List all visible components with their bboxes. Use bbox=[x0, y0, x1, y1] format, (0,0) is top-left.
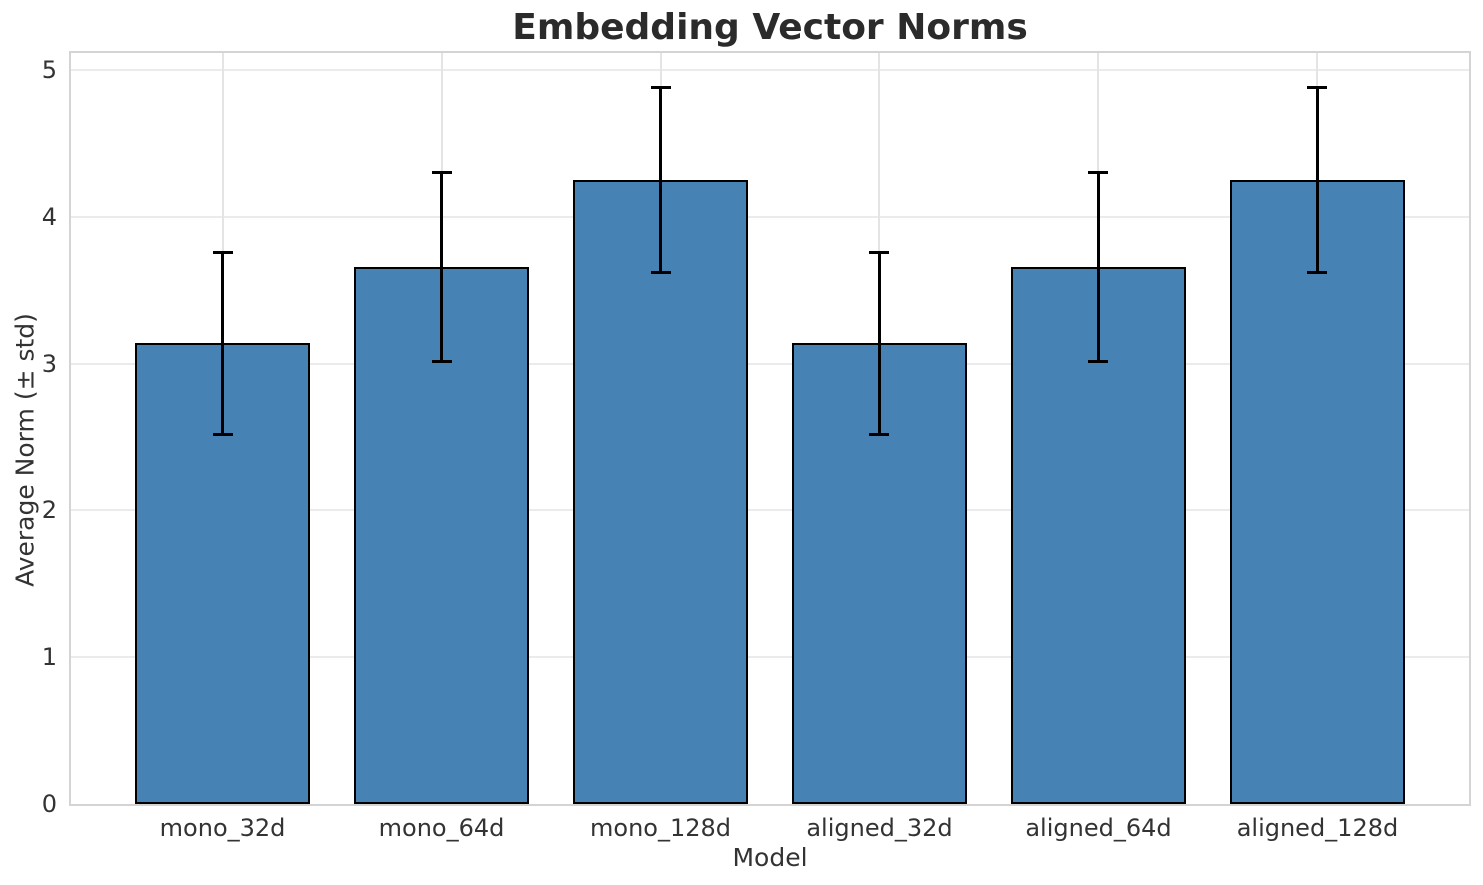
gridline-horizontal bbox=[71, 509, 1469, 512]
gridline-horizontal bbox=[71, 362, 1469, 365]
x-tick-label-mono_128d: mono_128d bbox=[590, 814, 731, 842]
error-bar-cap-bottom bbox=[1088, 359, 1109, 363]
error-bar-line bbox=[659, 87, 662, 273]
error-bar-cap-bottom bbox=[869, 432, 890, 436]
x-tick-label-aligned_128d: aligned_128d bbox=[1236, 814, 1399, 842]
bar-aligned_128d bbox=[1229, 180, 1405, 804]
x-tick-label-aligned_64d: aligned_64d bbox=[1025, 814, 1172, 842]
gridline-horizontal bbox=[71, 656, 1469, 659]
y-tick-label: 3 bbox=[41, 349, 57, 378]
error-bar-cap-top bbox=[650, 86, 671, 90]
error-bar-line bbox=[1315, 87, 1319, 273]
y-tick-label: 5 bbox=[41, 56, 57, 85]
x-tick-label-aligned_32d: aligned_32d bbox=[806, 814, 953, 842]
x-axis-label: Model bbox=[732, 843, 808, 872]
error-bar-line bbox=[440, 172, 444, 362]
error-bar-line bbox=[221, 252, 225, 435]
error-bar-cap-top bbox=[431, 170, 452, 174]
gridline-horizontal bbox=[71, 69, 1469, 72]
error-bar-cap-bottom bbox=[1307, 271, 1328, 275]
error-bar-cap-top bbox=[1307, 86, 1328, 90]
error-bar-cap-top bbox=[869, 250, 890, 254]
y-tick-label: 1 bbox=[41, 643, 57, 672]
error-bar-cap-bottom bbox=[431, 359, 452, 363]
x-tick-label-mono_32d: mono_32d bbox=[159, 814, 286, 842]
error-bar-cap-bottom bbox=[212, 432, 233, 436]
x-tick-label-mono_64d: mono_64d bbox=[378, 814, 505, 842]
error-bar-line bbox=[1096, 172, 1100, 362]
error-bar-cap-top bbox=[212, 250, 233, 254]
y-tick-label: 0 bbox=[41, 790, 57, 818]
plot-area bbox=[69, 51, 1471, 806]
chart-title: Embedding Vector Norms bbox=[512, 7, 1028, 48]
error-bar-line bbox=[877, 252, 881, 435]
error-bar-cap-top bbox=[1088, 170, 1109, 174]
bar-mono_128d bbox=[573, 180, 748, 804]
y-tick-label: 4 bbox=[41, 202, 57, 231]
y-tick-label: 2 bbox=[41, 496, 57, 525]
error-bar-cap-bottom bbox=[650, 271, 671, 275]
gridline-horizontal bbox=[71, 215, 1469, 218]
y-axis-label: Average Norm (± std) bbox=[10, 313, 40, 587]
